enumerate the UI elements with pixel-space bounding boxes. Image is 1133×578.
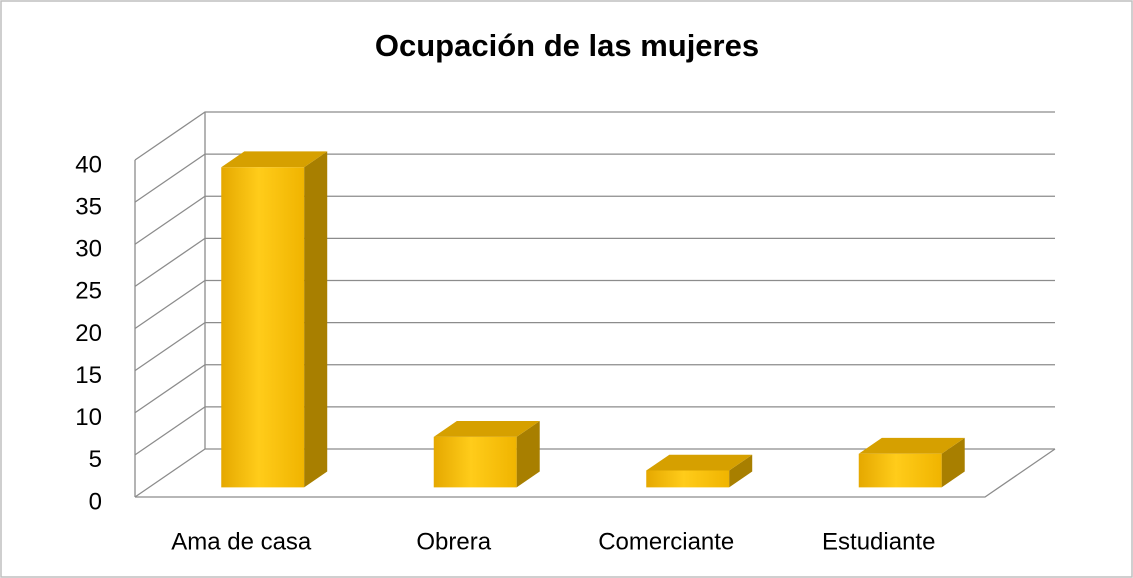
bar-front	[858, 453, 942, 488]
grid-line	[134, 406, 1055, 456]
y-tick-label: 40	[75, 151, 102, 178]
bar-top	[221, 151, 328, 168]
bar-front	[221, 167, 305, 488]
bar	[858, 437, 965, 488]
grid-line	[134, 364, 1055, 414]
y-tick-label: 5	[89, 446, 102, 473]
y-tick-label: 25	[75, 278, 102, 305]
y-tick-label: 0	[89, 488, 102, 515]
grid-line	[134, 279, 1055, 330]
y-tick-label: 10	[75, 404, 102, 431]
bar-top	[858, 437, 965, 454]
bar-top	[646, 454, 753, 471]
grid-line	[134, 237, 1055, 287]
y-tick-label: 20	[75, 320, 102, 347]
y-tick-label: 30	[75, 236, 102, 263]
bar-side	[304, 151, 328, 488]
x-tick-label: Ama de casa	[171, 528, 312, 555]
bar-side	[516, 421, 540, 488]
grid-line	[134, 195, 1055, 245]
bar-side	[941, 437, 965, 488]
x-tick-label: Obrera	[416, 528, 491, 555]
y-tick-label: 15	[75, 362, 102, 389]
grid-line	[134, 448, 1055, 498]
x-tick-label: Estudiante	[822, 528, 935, 555]
y-tick-label: 35	[75, 193, 102, 220]
bar-top	[433, 421, 540, 437]
floor	[135, 448, 1056, 498]
bar	[646, 454, 753, 488]
x-tick-label: Comerciante	[598, 528, 734, 555]
bar	[433, 421, 540, 488]
bar	[221, 151, 328, 488]
grid-line	[134, 321, 1055, 372]
grid-line	[134, 153, 1055, 203]
bar-front	[646, 470, 730, 488]
bar-side	[729, 454, 753, 488]
chart-title: Ocupación de las mujeres	[375, 28, 759, 63]
bar-front	[433, 436, 517, 488]
grid-line	[134, 111, 1055, 161]
